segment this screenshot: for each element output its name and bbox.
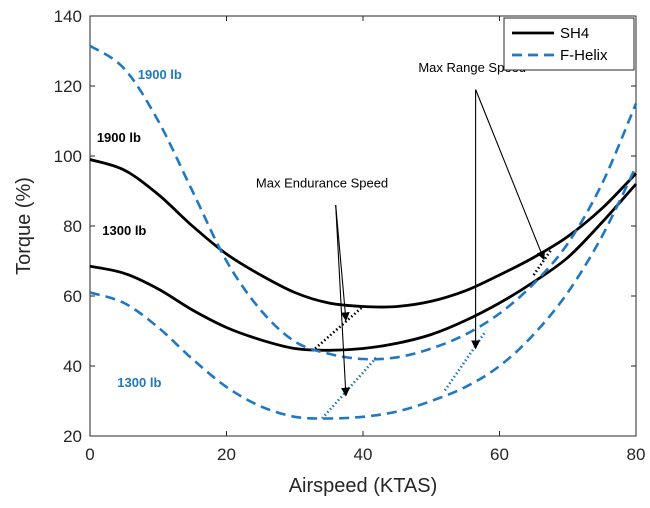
x-axis-title: Airspeed (KTAS) [289,475,438,497]
legend-layer: SH4 F-Helix [503,17,635,71]
annotation-fh-1900: 1900 lb [138,67,182,82]
annotation-sh4-1900: 1900 lb [97,130,141,145]
y-tick-label: 20 [63,427,82,446]
legend-label-sh4: SH4 [560,25,589,42]
series-line-f-helix-1900-lb [89,44,638,361]
annotation-arrow-endurance-2 [335,204,350,397]
series-line-f-helix-1300-lb [89,165,638,420]
annotation-sh4-1300: 1300 lb [102,223,146,238]
annotation-endurance: Max Endurance Speed [256,176,388,191]
y-tick-label: 60 [63,287,82,306]
annotations-layer: Max Endurance Speed Max Range Speed 1900 l… [97,60,546,397]
y-tick-label: 40 [63,357,82,376]
optimum-connector-line-1 [314,305,364,350]
annotation-arrow-endurance-1 [335,204,350,322]
annotation-range: Max Range Speed [418,60,526,75]
annotation-arrow-range-4 [475,89,546,261]
y-axis-title: Torque (%) [13,177,35,275]
x-tick-label: 60 [490,445,509,464]
optimum-connector-line-2 [532,249,552,276]
x-tick-label: 0 [85,445,94,464]
series-layer [89,44,638,420]
x-tick-label: 80 [627,445,646,464]
legend-label-f-helix: F-Helix [560,47,608,64]
x-tick-label: 20 [217,445,236,464]
y-tick-label: 120 [54,77,82,96]
legend-box [503,17,635,71]
y-tick-label: 100 [54,147,82,166]
y-tick-label: 140 [54,7,82,26]
y-tick-label: 80 [63,217,82,236]
annotation-fh-1300: 1300 lb [117,375,161,390]
optimum-connector-line-3 [321,356,378,420]
series-line-sh4-1300-lb [89,183,638,352]
x-tick-label: 40 [354,445,373,464]
